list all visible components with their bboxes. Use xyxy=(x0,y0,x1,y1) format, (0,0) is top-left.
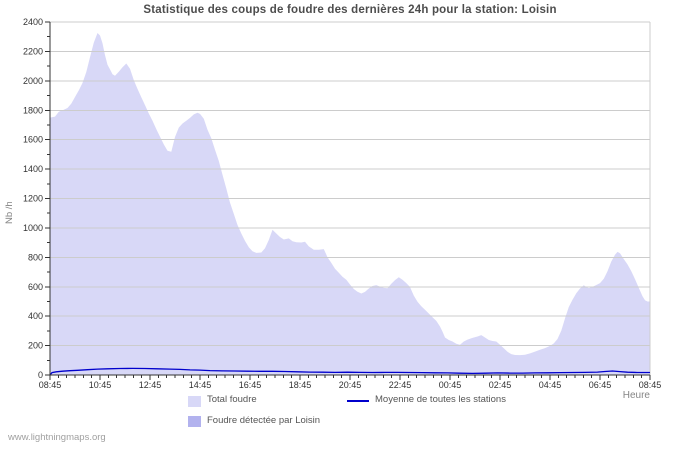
y-tick-label: 600 xyxy=(28,282,43,292)
y-tick-label: 2200 xyxy=(23,46,43,56)
x-tick-label: 00:45 xyxy=(439,380,462,390)
y-tick-label: 1200 xyxy=(23,194,43,204)
y-tick-label: 1600 xyxy=(23,135,43,145)
watermark-link: www.lightningmaps.org xyxy=(8,432,106,443)
x-tick-label: 02:45 xyxy=(489,380,512,390)
chart-title: Statistique des coups de foudre des dern… xyxy=(143,4,557,16)
legend-swatch-total-foudre xyxy=(188,396,201,407)
y-tick-label: 1000 xyxy=(23,223,43,233)
x-tick-label: 14:45 xyxy=(189,380,212,390)
y-tick-label: 2400 xyxy=(23,17,43,27)
legend-swatch-foudre-loisin xyxy=(188,416,201,427)
y-axis-title: Nb /h xyxy=(4,201,15,224)
x-tick-label: 16:45 xyxy=(239,380,262,390)
x-tick-label: 20:45 xyxy=(339,380,362,390)
x-tick-label: 18:45 xyxy=(289,380,312,390)
y-tick-label: 2000 xyxy=(23,76,43,86)
x-tick-label: 10:45 xyxy=(89,380,112,390)
x-tick-label: 22:45 xyxy=(389,380,412,390)
y-tick-label: 0 xyxy=(38,370,43,380)
series-area-0 xyxy=(50,33,650,375)
x-tick-label: 06:45 xyxy=(589,380,612,390)
y-tick-label: 1400 xyxy=(23,164,43,174)
y-tick-label: 800 xyxy=(28,252,43,262)
x-tick-label: 08:45 xyxy=(639,380,662,390)
x-axis-title: Heure xyxy=(622,390,650,401)
x-tick-label: 04:45 xyxy=(539,380,562,390)
y-tick-label: 400 xyxy=(28,311,43,321)
y-tick-label: 200 xyxy=(28,341,43,351)
y-tick-label: 1800 xyxy=(23,105,43,115)
legend-label-foudre-loisin: Foudre détectée par Loisin xyxy=(207,415,321,426)
x-tick-label: 12:45 xyxy=(139,380,162,390)
legend-line-moyenne-icon xyxy=(347,400,369,402)
series-line-average xyxy=(49,367,650,376)
legend-label-total-foudre: Total foudre xyxy=(207,394,257,405)
x-tick-label: 08:45 xyxy=(39,380,62,390)
legend-label-moyenne: Moyenne de toutes les stations xyxy=(375,394,506,405)
